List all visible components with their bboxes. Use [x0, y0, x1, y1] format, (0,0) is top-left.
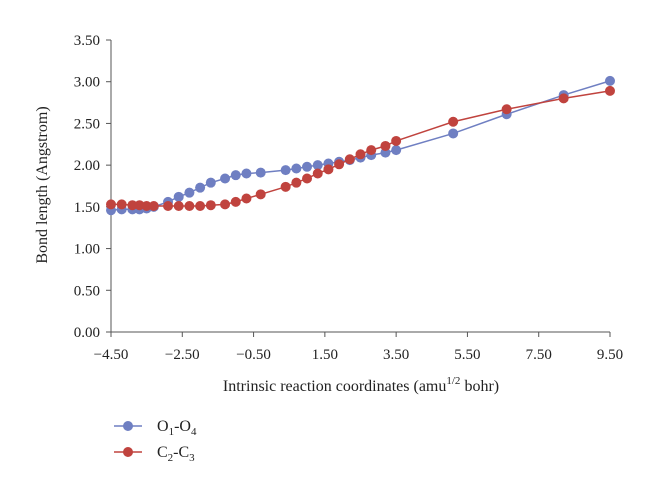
- x-axis-title-sup: 1/2: [446, 375, 460, 387]
- data-point: [291, 163, 302, 174]
- data-point: [334, 159, 345, 170]
- data-point: [127, 200, 138, 211]
- data-point: [605, 75, 615, 86]
- data-point: [116, 199, 127, 210]
- data-point: [220, 173, 231, 184]
- x-tick-label: 3.50: [383, 347, 409, 363]
- data-point: [184, 187, 195, 198]
- x-axis: −4.50 −2.50 −0.50 1.50 3.50 5.50 7.50 9.50: [94, 331, 623, 363]
- y-tick-label: 0.00: [74, 325, 100, 341]
- data-point: [184, 201, 195, 212]
- x-tick-label: 9.50: [597, 347, 623, 363]
- x-axis-title: Intrinsic reaction coordinates (amu1/2 b…: [223, 375, 499, 395]
- y-tick-label: 3.00: [74, 75, 100, 91]
- data-point: [312, 168, 323, 179]
- data-point: [173, 191, 184, 202]
- data-point: [355, 149, 366, 160]
- data-point: [558, 93, 569, 104]
- data-point: [106, 199, 116, 210]
- data-point: [291, 177, 302, 188]
- data-point: [220, 199, 231, 210]
- series-1: [106, 85, 615, 212]
- x-tick-label: −0.50: [236, 347, 271, 363]
- data-point: [605, 85, 615, 96]
- data-point: [205, 177, 216, 188]
- legend-label-c2-c3: C2-C3: [157, 444, 195, 464]
- data-point: [380, 140, 391, 151]
- y-axis-title: Bond length (Angstrom): [34, 106, 51, 263]
- y-tick-label: 0.50: [74, 283, 100, 299]
- legend-marker-c2-c3: [123, 447, 133, 457]
- data-point: [173, 201, 184, 212]
- y-tick-label: 2.50: [74, 116, 100, 132]
- data-point: [241, 168, 252, 179]
- x-axis-title-suffix: bohr): [460, 378, 499, 395]
- data-point: [195, 201, 206, 212]
- data-point: [391, 135, 402, 146]
- data-point: [230, 196, 241, 207]
- data-point: [148, 201, 159, 212]
- data-point: [448, 116, 459, 127]
- data-point: [230, 170, 241, 181]
- data-point: [323, 164, 334, 175]
- series-layer: [106, 75, 615, 216]
- y-tick-label: 1.00: [74, 242, 100, 258]
- y-tick-label: 3.50: [74, 33, 100, 49]
- x-axis-title-prefix: Intrinsic reaction coordinates (amu: [223, 378, 446, 395]
- data-point: [195, 182, 206, 193]
- data-point: [366, 145, 377, 156]
- y-tick-label: 2.00: [74, 158, 100, 174]
- legend-item-o1-o4: O1-O4: [114, 418, 197, 438]
- data-point: [302, 161, 313, 172]
- data-point: [312, 160, 323, 171]
- data-point: [255, 189, 266, 200]
- y-axis: 0.00 0.50 1.00 1.50 2.00 2.50 3.00 3.50: [74, 33, 112, 341]
- data-point: [241, 193, 252, 204]
- data-point: [141, 201, 152, 212]
- y-tick-label: 1.50: [74, 200, 100, 216]
- data-point: [280, 165, 291, 176]
- data-point: [344, 154, 355, 165]
- legend-item-c2-c3: C2-C3: [114, 444, 195, 464]
- series-0: [106, 75, 615, 216]
- legend-marker-o1-o4: [123, 421, 133, 431]
- x-tick-label: 1.50: [312, 347, 338, 363]
- data-point: [448, 128, 459, 139]
- data-point: [501, 104, 512, 115]
- x-tick-label: −4.50: [94, 347, 129, 363]
- legend: O1-O4 C2-C3: [114, 418, 197, 464]
- x-tick-label: −2.50: [165, 347, 200, 363]
- data-point: [302, 173, 313, 184]
- data-point: [280, 181, 291, 192]
- x-tick-label: 7.50: [526, 347, 552, 363]
- legend-label-o1-o4: O1-O4: [157, 418, 197, 438]
- data-point: [255, 167, 266, 178]
- series-line-1: [111, 90, 611, 207]
- data-point: [391, 145, 402, 156]
- x-tick-label: 5.50: [454, 347, 480, 363]
- data-point: [205, 200, 216, 211]
- data-point: [163, 201, 174, 212]
